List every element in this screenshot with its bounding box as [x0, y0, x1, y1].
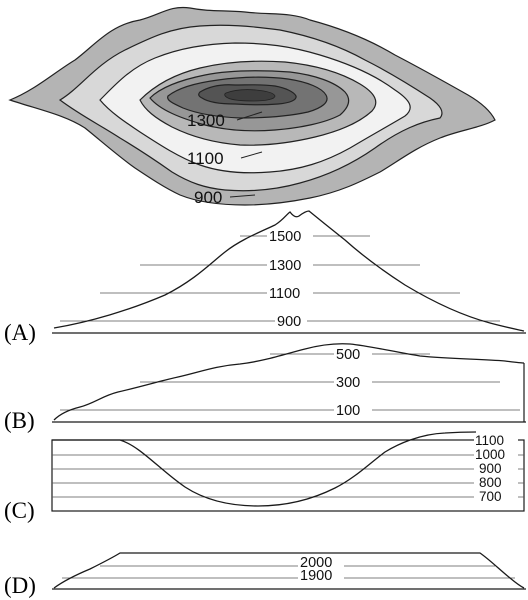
profile-d-label-bg — [298, 554, 344, 582]
profile-c-curve — [52, 431, 477, 507]
option-b-label: (B) — [4, 408, 35, 433]
profile-c-label-900: 900 — [479, 461, 502, 476]
profile-a: 1500 1300 1100 900 (A) — [4, 210, 526, 345]
profile-a-label-1300: 1300 — [269, 258, 301, 274]
profile-c-label-1100: 1100 — [475, 433, 504, 448]
profile-a-label-1100: 1100 — [269, 286, 300, 302]
profile-a-label-bg — [267, 285, 313, 301]
profile-a-label-bg — [267, 228, 313, 244]
profile-a-label-900: 900 — [277, 314, 301, 330]
contour-label-1100: 1100 — [187, 149, 224, 168]
profile-a-curve — [53, 210, 525, 332]
profile-b-label-bg — [334, 346, 372, 362]
profile-d-curve — [53, 552, 525, 589]
profile-b-label-bg — [334, 402, 372, 418]
profile-d: 2000 1900 (D) — [4, 552, 526, 598]
profile-c-label-bg — [474, 433, 518, 504]
profile-b-label-500: 500 — [336, 347, 360, 363]
profile-d-label-2000: 2000 — [300, 555, 332, 571]
profile-c-frame — [51, 439, 525, 512]
profile-b: 500 300 100 (B) — [4, 343, 526, 433]
option-a-label: (A) — [4, 320, 36, 345]
profile-a-label-1500: 1500 — [269, 229, 301, 245]
profile-c: 1100 1000 900 800 700 (C) — [4, 431, 525, 523]
leader-900 — [229, 194, 256, 198]
profile-a-label-bg — [275, 313, 307, 329]
contour-map: 1300 1100 900 — [8, 6, 496, 207]
leader-1300 — [236, 111, 263, 121]
contour-label-900: 900 — [194, 188, 222, 207]
profile-b-curve — [53, 343, 525, 421]
profile-b-label-bg — [334, 374, 372, 390]
profile-c-label-700: 700 — [479, 489, 502, 504]
profile-c-label-800: 800 — [479, 475, 502, 490]
option-c-label: (C) — [4, 498, 35, 523]
contour-peak-summit — [224, 89, 276, 102]
profile-c-label-1000: 1000 — [475, 447, 505, 462]
profile-b-label-100: 100 — [336, 403, 360, 419]
leader-1100 — [240, 151, 263, 159]
contour-label-1300: 1300 — [187, 111, 225, 130]
profile-b-label-300: 300 — [336, 375, 360, 391]
option-d-label: (D) — [4, 573, 36, 598]
profile-a-label-bg — [267, 257, 313, 273]
profile-d-label-1900: 1900 — [300, 568, 332, 584]
